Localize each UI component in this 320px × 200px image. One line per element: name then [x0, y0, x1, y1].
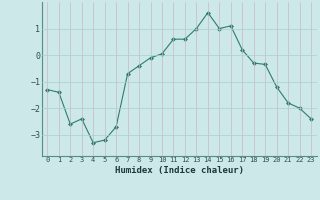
- X-axis label: Humidex (Indice chaleur): Humidex (Indice chaleur): [115, 166, 244, 175]
